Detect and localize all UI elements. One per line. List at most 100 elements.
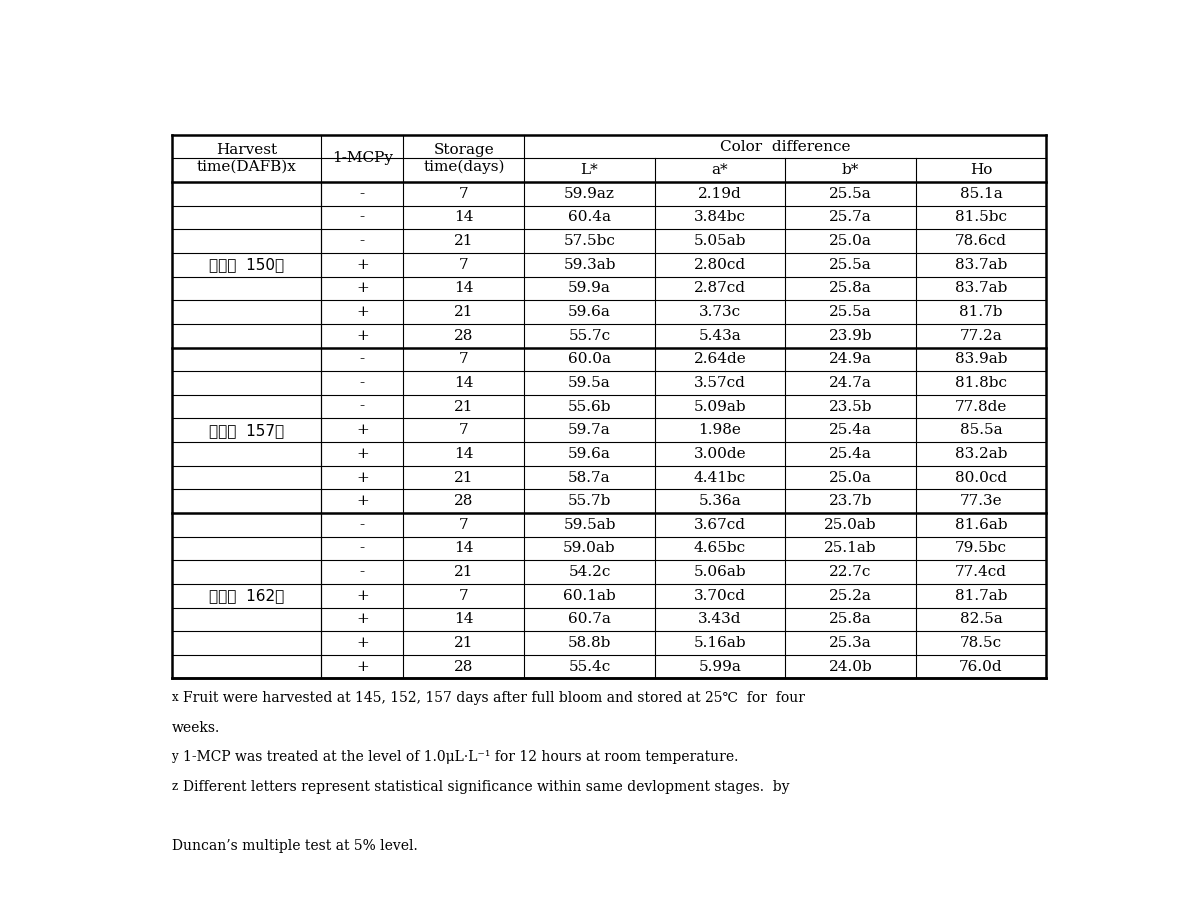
Text: 60.7a: 60.7a xyxy=(568,613,611,626)
Text: 55.4c: 55.4c xyxy=(568,659,611,674)
Text: 만개후  157일: 만개후 157일 xyxy=(209,423,284,437)
Text: 7: 7 xyxy=(459,424,469,437)
Text: -: - xyxy=(360,352,365,366)
Text: 23.5b: 23.5b xyxy=(829,400,872,414)
Text: 77.4cd: 77.4cd xyxy=(955,565,1007,579)
Text: 59.9a: 59.9a xyxy=(568,282,611,295)
Text: 3.67cd: 3.67cd xyxy=(694,518,746,532)
Text: 80.0cd: 80.0cd xyxy=(955,470,1007,484)
Text: -: - xyxy=(360,565,365,579)
Text: 55.7c: 55.7c xyxy=(568,328,611,343)
Text: 24.9a: 24.9a xyxy=(829,352,872,366)
Text: +: + xyxy=(356,659,368,674)
Text: 59.5a: 59.5a xyxy=(568,376,611,390)
Text: 1-MCP was treated at the level of 1.0μL·L⁻¹ for 12 hours at room temperature.: 1-MCP was treated at the level of 1.0μL·… xyxy=(183,750,738,765)
Text: 24.7a: 24.7a xyxy=(829,376,872,390)
Text: 83.7ab: 83.7ab xyxy=(955,258,1007,271)
Text: Ho: Ho xyxy=(969,163,992,177)
Text: 21: 21 xyxy=(454,305,474,319)
Text: Color  difference: Color difference xyxy=(720,139,851,153)
Text: 7: 7 xyxy=(459,589,469,602)
Text: 85.1a: 85.1a xyxy=(960,187,1003,201)
Text: 25.0a: 25.0a xyxy=(829,234,872,249)
Text: 5.05ab: 5.05ab xyxy=(694,234,746,249)
Text: 54.2c: 54.2c xyxy=(568,565,611,579)
Text: 59.9az: 59.9az xyxy=(564,187,615,201)
Text: 81.5bc: 81.5bc xyxy=(955,211,1007,225)
Text: 28: 28 xyxy=(454,659,474,674)
Text: 59.3ab: 59.3ab xyxy=(563,258,615,271)
Text: +: + xyxy=(356,258,368,271)
Text: 14: 14 xyxy=(454,376,474,390)
Text: 81.7b: 81.7b xyxy=(959,305,1003,319)
Text: 1.98e: 1.98e xyxy=(699,424,741,437)
Text: 25.0a: 25.0a xyxy=(829,470,872,484)
Text: 5.43a: 5.43a xyxy=(699,328,741,343)
Text: 7: 7 xyxy=(459,518,469,532)
Text: 83.9ab: 83.9ab xyxy=(955,352,1007,366)
Text: 4.41bc: 4.41bc xyxy=(694,470,746,484)
Text: 85.5a: 85.5a xyxy=(960,424,1003,437)
Text: 60.4a: 60.4a xyxy=(568,211,611,225)
Text: 59.7a: 59.7a xyxy=(568,424,611,437)
Text: b*: b* xyxy=(842,163,859,177)
Text: 5.09ab: 5.09ab xyxy=(694,400,746,414)
Text: z: z xyxy=(171,780,178,793)
Text: 14: 14 xyxy=(454,211,474,225)
Text: 81.8bc: 81.8bc xyxy=(955,376,1007,390)
Text: 82.5a: 82.5a xyxy=(960,613,1003,626)
Text: L*: L* xyxy=(581,163,599,177)
Text: 5.99a: 5.99a xyxy=(699,659,741,674)
Text: Fruit were harvested at 145, 152, 157 days after full bloom and stored at 25℃  f: Fruit were harvested at 145, 152, 157 da… xyxy=(183,691,804,705)
Text: Harvest
time(DAFB)x: Harvest time(DAFB)x xyxy=(196,143,296,173)
Text: 81.6ab: 81.6ab xyxy=(955,518,1007,532)
Text: 76.0d: 76.0d xyxy=(959,659,1003,674)
Text: 7: 7 xyxy=(459,258,469,271)
Text: Storage
time(days): Storage time(days) xyxy=(423,143,505,173)
Text: 만개후  150일: 만개후 150일 xyxy=(209,258,284,272)
Text: 14: 14 xyxy=(454,447,474,461)
Text: 59.0ab: 59.0ab xyxy=(563,541,615,556)
Text: 14: 14 xyxy=(454,282,474,295)
Text: +: + xyxy=(356,494,368,508)
Text: 25.5a: 25.5a xyxy=(829,305,872,319)
Text: 28: 28 xyxy=(454,328,474,343)
Text: 21: 21 xyxy=(454,400,474,414)
Text: 3.43d: 3.43d xyxy=(699,613,741,626)
Text: 3.73c: 3.73c xyxy=(699,305,741,319)
Text: 77.3e: 77.3e xyxy=(960,494,1003,508)
Text: +: + xyxy=(356,305,368,319)
Text: +: + xyxy=(356,328,368,343)
Text: Different letters represent statistical significance within same devlopment stag: Different letters represent statistical … xyxy=(183,780,789,794)
Text: 57.5bc: 57.5bc xyxy=(563,234,615,249)
Text: 60.1ab: 60.1ab xyxy=(563,589,615,602)
Text: 28: 28 xyxy=(454,494,474,508)
Text: 58.8b: 58.8b xyxy=(568,636,611,650)
Text: -: - xyxy=(360,211,365,225)
Text: 7: 7 xyxy=(459,187,469,201)
Text: 58.7a: 58.7a xyxy=(568,470,611,484)
Text: -: - xyxy=(360,234,365,249)
Text: 25.8a: 25.8a xyxy=(829,282,872,295)
Text: 14: 14 xyxy=(454,541,474,556)
Text: +: + xyxy=(356,282,368,295)
Text: 21: 21 xyxy=(454,470,474,484)
Text: 78.5c: 78.5c xyxy=(960,636,1001,650)
Text: Duncan’s multiple test at 5% level.: Duncan’s multiple test at 5% level. xyxy=(171,839,417,854)
Text: -: - xyxy=(360,187,365,201)
Text: 5.16ab: 5.16ab xyxy=(694,636,746,650)
Text: 25.5a: 25.5a xyxy=(829,258,872,271)
Text: 25.4a: 25.4a xyxy=(829,447,872,461)
Text: 77.2a: 77.2a xyxy=(960,328,1003,343)
Text: 25.5a: 25.5a xyxy=(829,187,872,201)
Text: +: + xyxy=(356,613,368,626)
Text: 25.2a: 25.2a xyxy=(829,589,872,602)
Text: 7: 7 xyxy=(459,352,469,366)
Text: 25.8a: 25.8a xyxy=(829,613,872,626)
Text: 3.84bc: 3.84bc xyxy=(694,211,746,225)
Text: 55.6b: 55.6b xyxy=(568,400,612,414)
Text: 59.5ab: 59.5ab xyxy=(563,518,615,532)
Text: 4.65bc: 4.65bc xyxy=(694,541,746,556)
Text: 83.7ab: 83.7ab xyxy=(955,282,1007,295)
Text: 79.5bc: 79.5bc xyxy=(955,541,1007,556)
